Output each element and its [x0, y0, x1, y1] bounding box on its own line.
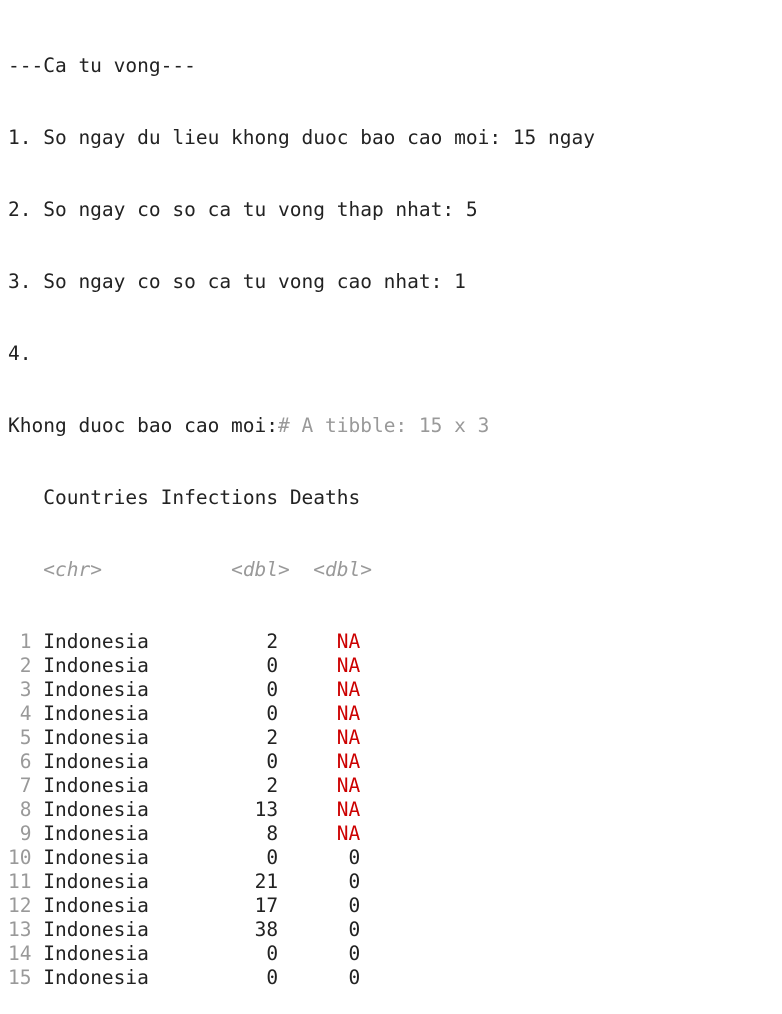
row-index: 3 — [8, 678, 32, 701]
tibble-prefix: Khong duoc bao cao moi: — [8, 414, 279, 437]
cell-infections: 0 — [160, 966, 279, 989]
row-index: 12 — [8, 894, 32, 917]
row-index: 10 — [8, 846, 32, 869]
cell-country: Indonesia — [43, 726, 149, 749]
cell-country: Indonesia — [43, 942, 149, 965]
cell-deaths: NA — [289, 630, 361, 653]
result-item-4: 4. — [8, 342, 32, 365]
cell-country: Indonesia — [43, 630, 149, 653]
cell-deaths: 0 — [289, 966, 361, 989]
cell-deaths: NA — [289, 678, 361, 701]
column-type-countries: <chr> — [43, 558, 102, 581]
cell-country: Indonesia — [43, 798, 149, 821]
cell-infections: 0 — [160, 654, 279, 677]
tibble-comment: # A tibble: 15 x 3 — [278, 414, 490, 437]
console-header: ---Ca tu vong--- — [8, 54, 196, 77]
cell-country: Indonesia — [43, 678, 149, 701]
table-row: 8 Indonesia 13 NA — [8, 798, 595, 822]
cell-infections: 0 — [160, 846, 279, 869]
cell-country: Indonesia — [43, 774, 149, 797]
table-row: 14 Indonesia 0 0 — [8, 942, 595, 966]
cell-deaths: NA — [289, 798, 361, 821]
row-index: 9 — [8, 822, 32, 845]
cell-infections: 21 — [160, 870, 279, 893]
result-item-1: 1. So ngay du lieu khong duoc bao cao mo… — [8, 126, 595, 149]
table-row: 1 Indonesia 2 NA — [8, 630, 595, 654]
column-type-infections: <dbl> — [231, 558, 290, 581]
cell-deaths: 0 — [289, 942, 361, 965]
table-row: 5 Indonesia 2 NA — [8, 726, 595, 750]
table-row: 13 Indonesia 38 0 — [8, 918, 595, 942]
row-index: 11 — [8, 870, 32, 893]
cell-country: Indonesia — [43, 822, 149, 845]
cell-country: Indonesia — [43, 846, 149, 869]
row-index: 4 — [8, 702, 32, 725]
table-row: 15 Indonesia 0 0 — [8, 966, 595, 990]
cell-infections: 2 — [160, 726, 279, 749]
row-index: 2 — [8, 654, 32, 677]
row-index: 1 — [8, 630, 32, 653]
cell-infections: 2 — [160, 774, 279, 797]
column-header-deaths: Deaths — [289, 486, 361, 509]
row-index: 7 — [8, 774, 32, 797]
cell-deaths: 0 — [289, 846, 361, 869]
cell-deaths: NA — [289, 774, 361, 797]
cell-country: Indonesia — [43, 966, 149, 989]
row-index: 8 — [8, 798, 32, 821]
cell-infections: 0 — [160, 678, 279, 701]
cell-infections: 38 — [160, 918, 279, 941]
tibble-column-types: <chr> <dbl> <dbl> — [8, 558, 595, 582]
row-index: 5 — [8, 726, 32, 749]
row-index: 14 — [8, 942, 32, 965]
tibble-title-line: Khong duoc bao cao moi:# A tibble: 15 x … — [8, 414, 595, 438]
table-row: 4 Indonesia 0 NA — [8, 702, 595, 726]
result-item-3: 3. So ngay co so ca tu vong cao nhat: 1 — [8, 270, 466, 293]
cell-deaths: NA — [289, 822, 361, 845]
cell-country: Indonesia — [43, 894, 149, 917]
cell-country: Indonesia — [43, 918, 149, 941]
cell-deaths: 0 — [289, 870, 361, 893]
cell-infections: 2 — [160, 630, 279, 653]
cell-infections: 0 — [160, 702, 279, 725]
cell-infections: 17 — [160, 894, 279, 917]
tibble-column-header: Countries Infections Deaths — [8, 486, 595, 510]
r-console-output: ---Ca tu vong--- 1. So ngay du lieu khon… — [8, 6, 595, 1014]
cell-country: Indonesia — [43, 654, 149, 677]
table-row: 7 Indonesia 2 NA — [8, 774, 595, 798]
tibble-rows: 1 Indonesia 2 NA 2 Indonesia 0 NA 3 Indo… — [8, 630, 595, 990]
cell-deaths: 0 — [289, 894, 361, 917]
cell-infections: 0 — [160, 750, 279, 773]
table-row: 2 Indonesia 0 NA — [8, 654, 595, 678]
table-row: 6 Indonesia 0 NA — [8, 750, 595, 774]
cell-country: Indonesia — [43, 870, 149, 893]
table-row: 12 Indonesia 17 0 — [8, 894, 595, 918]
cell-deaths: NA — [289, 726, 361, 749]
table-row: 3 Indonesia 0 NA — [8, 678, 595, 702]
column-type-deaths: <dbl> — [313, 558, 372, 581]
cell-deaths: NA — [289, 654, 361, 677]
result-item-2: 2. So ngay co so ca tu vong thap nhat: 5 — [8, 198, 478, 221]
cell-deaths: 0 — [289, 918, 361, 941]
cell-infections: 13 — [160, 798, 279, 821]
row-index: 13 — [8, 918, 32, 941]
column-header-infections: Infections — [160, 486, 279, 509]
cell-deaths: NA — [289, 702, 361, 725]
cell-infections: 0 — [160, 942, 279, 965]
row-index: 6 — [8, 750, 32, 773]
table-row: 10 Indonesia 0 0 — [8, 846, 595, 870]
cell-deaths: NA — [289, 750, 361, 773]
cell-infections: 8 — [160, 822, 279, 845]
table-row: 11 Indonesia 21 0 — [8, 870, 595, 894]
table-row: 9 Indonesia 8 NA — [8, 822, 595, 846]
cell-country: Indonesia — [43, 750, 149, 773]
row-index: 15 — [8, 966, 32, 989]
column-header-countries: Countries — [43, 486, 149, 509]
cell-country: Indonesia — [43, 702, 149, 725]
